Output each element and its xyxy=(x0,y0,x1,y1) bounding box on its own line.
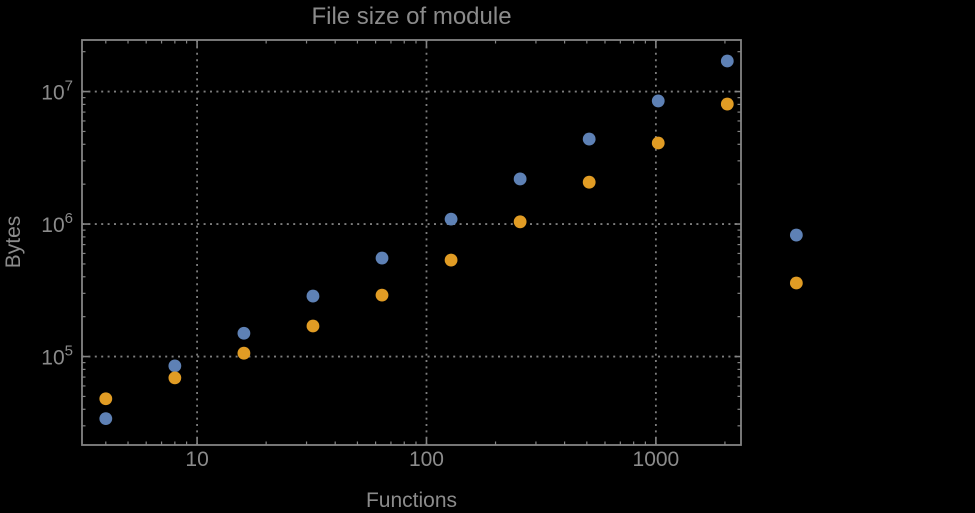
data-point-blue xyxy=(99,412,113,426)
data-point-blue xyxy=(375,251,389,265)
data-point-orange xyxy=(513,215,527,229)
x-tick-label: 10 xyxy=(185,448,208,471)
plot-frame xyxy=(81,39,742,446)
data-point-orange xyxy=(720,97,734,111)
x-tick-label: 1000 xyxy=(633,448,680,471)
data-point-orange xyxy=(651,136,665,150)
x-axis-title: Functions xyxy=(365,489,458,512)
data-point-blue xyxy=(582,132,596,146)
data-point-orange xyxy=(237,346,251,360)
y-axis-title: Bytes xyxy=(2,215,25,269)
y-tick-label: 107 xyxy=(41,78,73,105)
data-point-orange xyxy=(375,288,389,302)
data-point-blue xyxy=(444,212,458,226)
data-point-blue xyxy=(789,228,803,242)
data-point-blue xyxy=(720,54,734,68)
data-point-blue xyxy=(651,94,665,108)
chart-title: File size of module xyxy=(311,3,512,30)
data-point-orange xyxy=(444,253,458,267)
x-tick-label: 100 xyxy=(409,448,444,471)
data-point-orange xyxy=(306,319,320,333)
data-point-blue xyxy=(306,289,320,303)
y-tick-label: 106 xyxy=(41,210,73,237)
data-point-orange xyxy=(789,276,803,290)
y-tick-label: 105 xyxy=(41,343,73,370)
data-point-blue xyxy=(237,326,251,340)
data-point-orange xyxy=(99,392,113,406)
data-point-orange xyxy=(582,175,596,189)
data-point-blue xyxy=(513,172,527,186)
data-point-blue xyxy=(168,359,182,373)
data-point-orange xyxy=(168,371,182,385)
